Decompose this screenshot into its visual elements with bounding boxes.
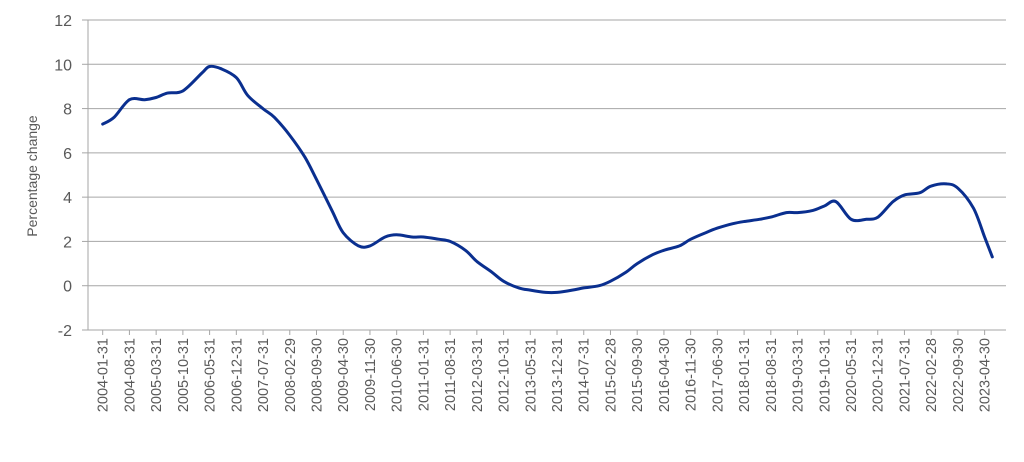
y-tick-label: 2 — [63, 234, 72, 251]
series-layer — [101, 64, 994, 295]
x-tick-label: 2005-10-31 — [176, 338, 192, 412]
x-tick-label: 2018-01-31 — [737, 338, 753, 412]
x-tick-label: 2009-04-30 — [336, 338, 352, 412]
x-tick-label: 2016-04-30 — [657, 338, 673, 412]
x-tick-label: 2008-09-30 — [309, 338, 325, 412]
y-axis-label: Percentage change — [24, 115, 40, 237]
x-tick-label: 2021-07-31 — [897, 338, 913, 412]
x-tick-label: 2023-04-30 — [978, 338, 994, 412]
x-axis-ticks: 2004-01-31 2004-08-31 2005-03-31 2005-10-31… — [96, 330, 994, 412]
x-tick-label: 2012-10-31 — [497, 338, 513, 412]
x-tick-label: 2012-03-31 — [470, 338, 486, 412]
x-tick-label: 2020-12-31 — [871, 338, 887, 412]
y-axis-ticks: -2 0 2 4 6 8 10 12 — [54, 13, 72, 340]
x-tick-label: 2015-02-28 — [603, 338, 619, 412]
x-tick-label: 2020-05-31 — [844, 338, 860, 412]
x-tick-label: 2007-07-31 — [256, 338, 272, 412]
gridlines — [82, 19, 1006, 331]
x-tick-label: 2013-12-31 — [550, 338, 566, 412]
x-tick-label: 2015-09-30 — [630, 338, 646, 412]
series-line — [101, 64, 994, 295]
x-tick-label: 2004-01-31 — [96, 338, 112, 412]
x-tick-label: 2017-06-30 — [710, 338, 726, 412]
x-tick-label: 2009-11-30 — [363, 338, 379, 411]
x-tick-label: 2013-05-31 — [523, 338, 539, 412]
x-tick-label: 2006-12-31 — [229, 338, 245, 412]
x-tick-label: 2019-10-31 — [817, 338, 833, 412]
x-tick-label: 2022-09-30 — [951, 338, 967, 412]
x-tick-label: 2010-06-30 — [390, 338, 406, 412]
x-tick-label: 2014-07-31 — [577, 338, 593, 412]
x-tick-label: 2004-08-31 — [122, 338, 138, 412]
y-tick-label: 6 — [63, 146, 72, 163]
y-tick-label: 10 — [54, 57, 72, 74]
x-tick-label: 2011-08-31 — [443, 338, 459, 411]
y-tick-label: -2 — [58, 323, 72, 340]
x-tick-label: 2011-01-31 — [416, 338, 432, 411]
x-tick-label: 2019-03-31 — [791, 338, 807, 412]
x-tick-label: 2018-08-31 — [764, 338, 780, 412]
x-tick-label: 2008-02-29 — [283, 338, 299, 412]
x-tick-label: 2022-02-28 — [924, 338, 940, 412]
x-tick-label: 2005-03-31 — [149, 338, 165, 412]
y-tick-label: 12 — [54, 13, 72, 30]
x-tick-label: 2006-05-31 — [203, 338, 219, 412]
x-tick-label: 2016-11-30 — [684, 338, 700, 411]
y-tick-label: 0 — [63, 279, 72, 296]
y-tick-label: 8 — [63, 102, 72, 119]
y-tick-label: 4 — [63, 190, 72, 207]
